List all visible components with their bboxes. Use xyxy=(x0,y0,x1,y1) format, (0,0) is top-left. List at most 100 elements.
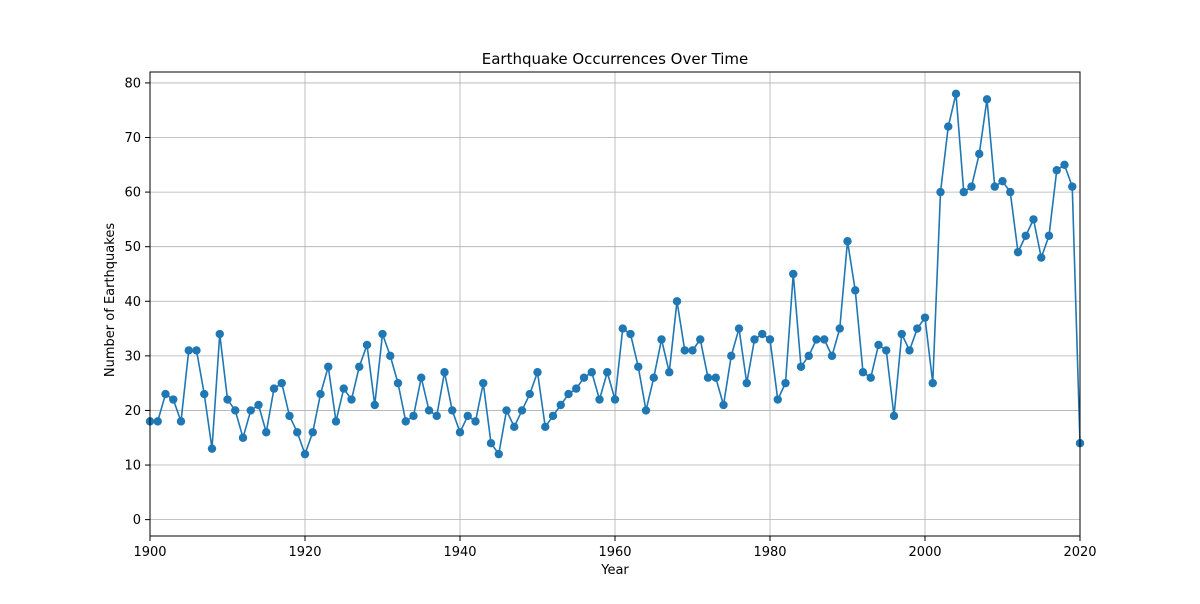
data-point xyxy=(781,378,790,388)
y-tick-label: 30 xyxy=(124,349,141,364)
data-point xyxy=(362,340,372,350)
data-point xyxy=(1029,215,1038,224)
data-point xyxy=(153,417,162,426)
data-point xyxy=(626,329,635,339)
data-point xyxy=(300,449,310,459)
data-point xyxy=(796,362,806,371)
data-point xyxy=(882,346,891,355)
y-tick-label: 40 xyxy=(124,295,141,310)
data-point xyxy=(889,411,899,421)
x-tick-label: 1980 xyxy=(753,545,786,560)
data-point xyxy=(223,395,232,404)
data-point xyxy=(510,422,519,432)
data-point xyxy=(1013,247,1023,257)
y-tick-label: 10 xyxy=(124,459,141,474)
data-point xyxy=(711,373,720,382)
data-point xyxy=(665,368,674,377)
data-point xyxy=(982,95,992,104)
data-point xyxy=(758,329,767,339)
data-point xyxy=(688,346,697,355)
data-point xyxy=(951,89,961,99)
data-point xyxy=(277,378,286,388)
data-point xyxy=(355,362,364,371)
data-point xyxy=(455,428,465,437)
data-point xyxy=(378,329,387,339)
data-point xyxy=(215,329,224,339)
data-point xyxy=(494,449,503,459)
data-point xyxy=(812,335,821,344)
data-point xyxy=(928,378,937,388)
data-point xyxy=(1006,187,1015,197)
data-point xyxy=(533,368,542,377)
data-point xyxy=(254,400,263,410)
data-point xyxy=(703,373,713,382)
data-point xyxy=(1021,231,1030,240)
data-point xyxy=(393,378,403,388)
data-point xyxy=(564,389,573,399)
data-point xyxy=(649,373,658,382)
data-point xyxy=(905,346,914,355)
data-point xyxy=(920,313,930,322)
data-point xyxy=(424,406,434,415)
data-point xyxy=(231,406,240,415)
y-tick-label: 60 xyxy=(124,186,141,201)
y-tick-label: 70 xyxy=(124,131,141,146)
x-tick-label: 1900 xyxy=(133,545,166,560)
data-point xyxy=(347,395,356,404)
chart-title: Earthquake Occurrences Over Time xyxy=(482,50,749,68)
data-point xyxy=(417,373,426,382)
data-point xyxy=(1037,253,1046,262)
data-point xyxy=(409,411,418,421)
x-tick-label: 1920 xyxy=(288,545,321,560)
data-point xyxy=(192,346,201,355)
data-point xyxy=(967,182,976,191)
data-point xyxy=(207,444,217,453)
data-point xyxy=(913,324,922,333)
data-point xyxy=(486,439,496,448)
data-point xyxy=(502,406,511,415)
data-point xyxy=(169,395,178,404)
data-point xyxy=(440,368,449,377)
data-point xyxy=(1068,182,1077,191)
data-point xyxy=(339,384,348,393)
x-tick-label: 2020 xyxy=(1063,545,1096,560)
data-point xyxy=(386,351,395,361)
data-point xyxy=(727,351,736,361)
data-point xyxy=(610,395,620,404)
data-point xyxy=(734,324,744,333)
y-tick-label: 0 xyxy=(133,513,141,528)
data-point xyxy=(184,346,193,355)
data-point xyxy=(851,286,860,295)
data-point xyxy=(370,400,379,410)
data-point xyxy=(975,149,984,159)
data-point xyxy=(293,428,302,437)
data-point xyxy=(331,417,341,426)
data-point xyxy=(719,400,728,410)
data-point xyxy=(1052,166,1061,175)
data-point xyxy=(541,422,550,432)
y-axis-label: Number of Earthquakes xyxy=(103,223,118,377)
data-point xyxy=(804,351,813,361)
data-point xyxy=(789,269,798,279)
data-point xyxy=(432,411,441,421)
data-point xyxy=(517,406,527,415)
data-point xyxy=(657,335,666,344)
x-axis-label: Year xyxy=(600,563,629,578)
data-point xyxy=(448,406,457,415)
data-point xyxy=(269,384,279,393)
y-tick-label: 20 xyxy=(124,404,141,419)
data-point xyxy=(246,406,255,415)
data-point xyxy=(463,411,472,421)
data-point xyxy=(401,417,410,426)
data-point xyxy=(990,182,999,191)
y-tick-label: 50 xyxy=(124,240,141,255)
data-point xyxy=(587,368,596,377)
x-tick-label: 1940 xyxy=(443,545,476,560)
data-point xyxy=(479,378,488,388)
data-point xyxy=(835,324,844,333)
data-point xyxy=(161,389,170,399)
data-point xyxy=(672,297,682,306)
data-point xyxy=(285,411,294,421)
